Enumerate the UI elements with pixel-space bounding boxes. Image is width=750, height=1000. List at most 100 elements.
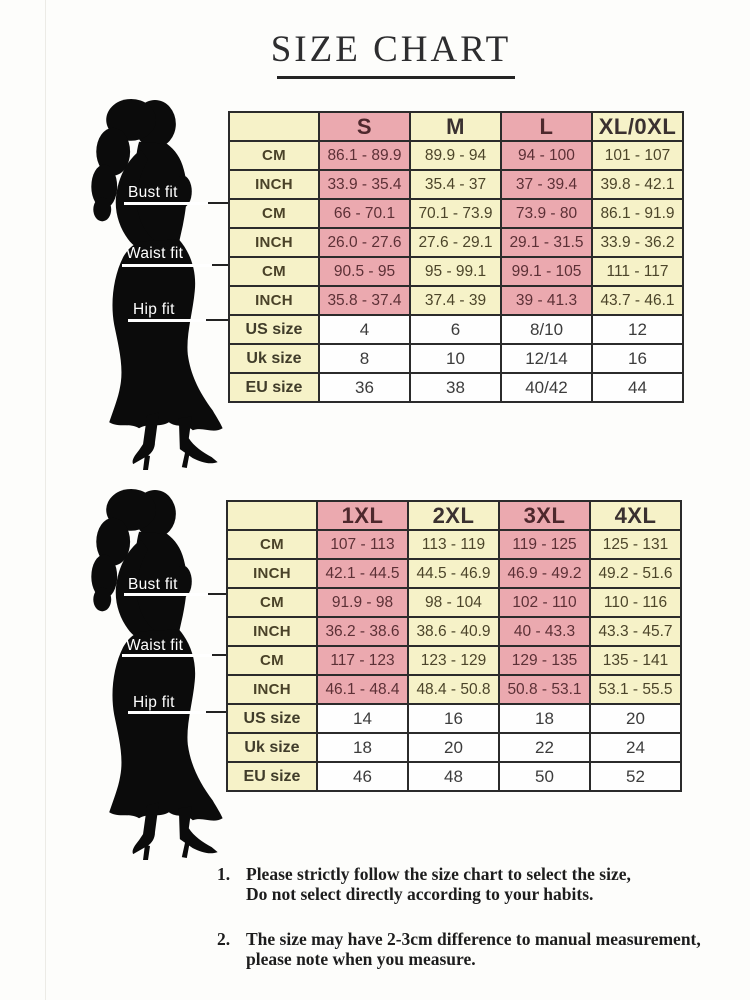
value-cell: 44 bbox=[591, 372, 684, 403]
size-column-header: S bbox=[318, 111, 411, 142]
table-row: CM 86.1 - 89.9 89.9 - 94 94 - 100 101 - 107 bbox=[228, 140, 684, 171]
value-cell: 50.8 - 53.1 bbox=[498, 674, 591, 705]
hip-fit-underline bbox=[128, 319, 206, 322]
value-cell: 52 bbox=[589, 761, 682, 792]
bust-fit-underline bbox=[124, 593, 208, 596]
row-label-cell: EU size bbox=[226, 761, 318, 792]
row-label-cell: Uk size bbox=[226, 732, 318, 763]
table-row: EU size 46 48 50 52 bbox=[226, 761, 682, 792]
value-cell: 42.1 - 44.5 bbox=[316, 558, 409, 589]
row-label-cell: INCH bbox=[226, 558, 318, 589]
corner-cell bbox=[226, 500, 318, 531]
title-underline bbox=[277, 76, 515, 79]
value-cell: 26.0 - 27.6 bbox=[318, 227, 411, 258]
value-cell: 4 bbox=[318, 314, 411, 345]
value-cell: 33.9 - 35.4 bbox=[318, 169, 411, 200]
row-label-cell: CM bbox=[228, 140, 320, 171]
value-cell: 49.2 - 51.6 bbox=[589, 558, 682, 589]
waist-fit-underline bbox=[122, 654, 212, 657]
woman-silhouette-2 bbox=[55, 482, 245, 870]
bust-fit-label: Bust fit bbox=[128, 184, 178, 201]
value-cell: 6 bbox=[409, 314, 502, 345]
value-cell: 20 bbox=[407, 732, 500, 763]
size-column-header: 3XL bbox=[498, 500, 591, 531]
table-row: INCH 26.0 - 27.6 27.6 - 29.1 29.1 - 31.5 33.… bbox=[228, 227, 684, 258]
value-cell: 135 - 141 bbox=[589, 645, 682, 676]
value-cell: 43.7 - 46.1 bbox=[591, 285, 684, 316]
value-cell: 18 bbox=[498, 703, 591, 734]
value-cell: 16 bbox=[407, 703, 500, 734]
value-cell: 129 - 135 bbox=[498, 645, 591, 676]
value-cell: 12 bbox=[591, 314, 684, 345]
table-row: INCH 42.1 - 44.5 44.5 - 46.9 46.9 - 49.2 49.… bbox=[226, 558, 682, 589]
bust-fit-label: Bust fit bbox=[128, 576, 178, 593]
value-cell: 53.1 - 55.5 bbox=[589, 674, 682, 705]
value-cell: 22 bbox=[498, 732, 591, 763]
table-row: CM 91.9 - 98 98 - 104 102 - 110 110 - 116 bbox=[226, 587, 682, 618]
value-cell: 125 - 131 bbox=[589, 529, 682, 560]
waist-fit-label: Waist fit bbox=[126, 637, 184, 654]
value-cell: 86.1 - 89.9 bbox=[318, 140, 411, 171]
note-1: 1. Please strictly follow the size chart… bbox=[217, 864, 742, 904]
table-row: INCH 46.1 - 48.4 48.4 - 50.8 50.8 - 53.1 53.… bbox=[226, 674, 682, 705]
value-cell: 117 - 123 bbox=[316, 645, 409, 676]
value-cell: 40 - 43.3 bbox=[498, 616, 591, 647]
waist-fit-underline bbox=[122, 264, 212, 267]
table-row: EU size 36 38 40/42 44 bbox=[228, 372, 684, 403]
value-cell: 24 bbox=[589, 732, 682, 763]
value-cell: 73.9 - 80 bbox=[500, 198, 593, 229]
table-row: INCH 33.9 - 35.4 35.4 - 37 37 - 39.4 39.8 - … bbox=[228, 169, 684, 200]
hip-fit-label: Hip fit bbox=[133, 694, 175, 711]
waist-fit-pointer-line bbox=[209, 654, 226, 656]
value-cell: 16 bbox=[591, 343, 684, 374]
note-2: 2. The size may have 2-3cm difference to… bbox=[217, 929, 742, 969]
value-cell: 119 - 125 bbox=[498, 529, 591, 560]
value-cell: 14 bbox=[316, 703, 409, 734]
value-cell: 110 - 116 bbox=[589, 587, 682, 618]
value-cell: 102 - 110 bbox=[498, 587, 591, 618]
hip-fit-underline bbox=[128, 711, 206, 714]
value-cell: 40/42 bbox=[500, 372, 593, 403]
row-label-cell: CM bbox=[226, 645, 318, 676]
size-table-plus: 1XL 2XL 3XL 4XL CM 107 - 113 113 - 119 119 - 12… bbox=[226, 500, 682, 792]
value-cell: 91.9 - 98 bbox=[316, 587, 409, 618]
size-column-header: M bbox=[409, 111, 502, 142]
value-cell: 39 - 41.3 bbox=[500, 285, 593, 316]
value-cell: 39.8 - 42.1 bbox=[591, 169, 684, 200]
notes-section: 1. Please strictly follow the size chart… bbox=[217, 864, 742, 994]
value-cell: 8 bbox=[318, 343, 411, 374]
size-column-header: L bbox=[500, 111, 593, 142]
row-label-cell: Uk size bbox=[228, 343, 320, 374]
woman-silhouette-1 bbox=[55, 92, 245, 480]
note-number: 1. bbox=[217, 864, 231, 884]
value-cell: 20 bbox=[589, 703, 682, 734]
hip-fit-pointer-line bbox=[203, 711, 226, 713]
note-number: 2. bbox=[217, 929, 231, 949]
value-cell: 27.6 - 29.1 bbox=[409, 227, 502, 258]
value-cell: 113 - 119 bbox=[407, 529, 500, 560]
bust-fit-underline bbox=[124, 202, 208, 205]
table-row: CM 66 - 70.1 70.1 - 73.9 73.9 - 80 86.1 - 91… bbox=[228, 198, 684, 229]
value-cell: 38.6 - 40.9 bbox=[407, 616, 500, 647]
row-label-cell: INCH bbox=[226, 674, 318, 705]
row-label-cell: EU size bbox=[228, 372, 320, 403]
value-cell: 8/10 bbox=[500, 314, 593, 345]
value-cell: 36.2 - 38.6 bbox=[316, 616, 409, 647]
table-row: INCH 36.2 - 38.6 38.6 - 40.9 40 - 43.3 43.3 … bbox=[226, 616, 682, 647]
value-cell: 48.4 - 50.8 bbox=[407, 674, 500, 705]
row-label-cell: INCH bbox=[228, 169, 320, 200]
table-row: INCH 35.8 - 37.4 37.4 - 39 39 - 41.3 43.7 - … bbox=[228, 285, 684, 316]
value-cell: 46.1 - 48.4 bbox=[316, 674, 409, 705]
value-cell: 46.9 - 49.2 bbox=[498, 558, 591, 589]
value-cell: 37.4 - 39 bbox=[409, 285, 502, 316]
corner-cell bbox=[228, 111, 320, 142]
value-cell: 29.1 - 31.5 bbox=[500, 227, 593, 258]
value-cell: 90.5 - 95 bbox=[318, 256, 411, 287]
value-cell: 48 bbox=[407, 761, 500, 792]
waist-fit-label: Waist fit bbox=[126, 245, 184, 262]
value-cell: 46 bbox=[316, 761, 409, 792]
value-cell: 12/14 bbox=[500, 343, 593, 374]
row-label-cell: INCH bbox=[226, 616, 318, 647]
row-label-cell: CM bbox=[228, 198, 320, 229]
note-text: The size may have 2-3cm difference to ma… bbox=[246, 929, 701, 969]
